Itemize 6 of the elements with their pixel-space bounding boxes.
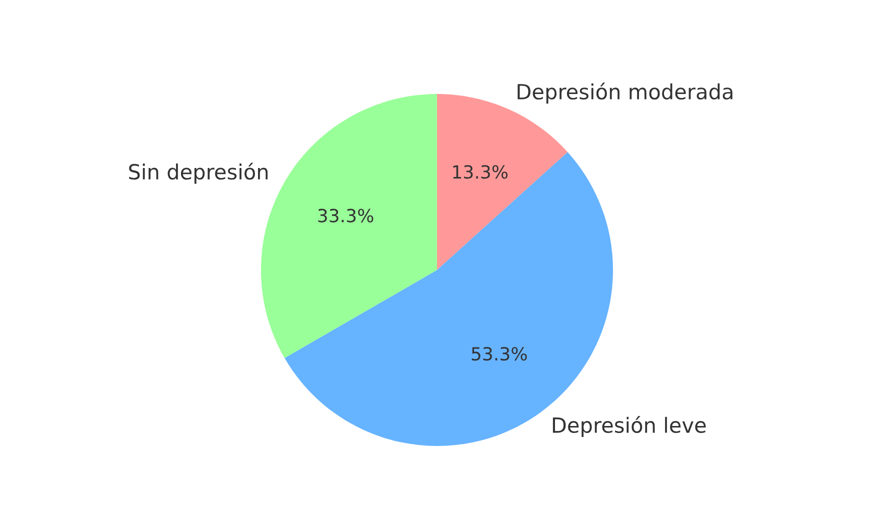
data-label: 33.3% <box>318 208 374 222</box>
slice-label: Depresión leve <box>552 416 706 438</box>
slice-label: Depresión moderada <box>518 82 732 104</box>
slice-label: Sin depresión <box>129 162 268 184</box>
data-label: 13.3% <box>453 165 508 179</box>
data-label: 53.3% <box>472 346 527 361</box>
